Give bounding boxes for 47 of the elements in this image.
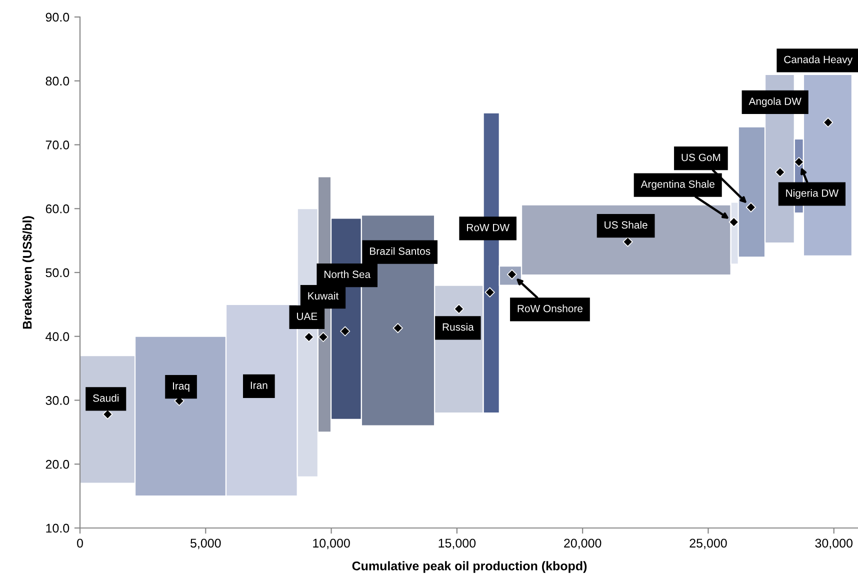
- y-tick-label: 90.0: [46, 12, 70, 22]
- point: [392, 323, 403, 334]
- y-axis-title: Breakeven (US$/bl): [22, 216, 34, 329]
- y-tick-label: 50.0: [46, 268, 70, 278]
- y-tick-label: 30.0: [46, 396, 70, 405]
- point: [454, 304, 464, 314]
- point: [102, 409, 113, 420]
- x-tick-label: 25,000: [690, 538, 727, 550]
- point: [728, 217, 739, 228]
- annotation: Canada Heavy: [784, 56, 853, 66]
- point: [622, 236, 633, 247]
- annotation: Nigeria DW: [786, 189, 839, 199]
- annotation: Saudi: [93, 394, 119, 402]
- x-tick-label: 30,000: [815, 538, 852, 550]
- y-tick-label: 10.0: [46, 524, 70, 533]
- point: [775, 167, 786, 178]
- annotation: US GoM: [682, 154, 720, 162]
- x-axis-title: Cumulative peak oil production (kbopd): [352, 561, 587, 573]
- y-tick-label: 60.0: [46, 204, 70, 214]
- x-tick-label: 15,000: [438, 538, 476, 550]
- annotation: US Shale: [604, 220, 648, 229]
- annotation: Iraq: [173, 382, 190, 392]
- point: [746, 202, 756, 212]
- point: [484, 287, 495, 298]
- y-tick-label: 40.0: [46, 332, 70, 342]
- x-tick-label: 0: [77, 538, 83, 548]
- annotation: RoW DW: [467, 224, 510, 232]
- y-tick-label: 70.0: [46, 140, 70, 150]
- annotation: Russia: [442, 323, 474, 331]
- annotation: RoW Onshore: [518, 304, 583, 312]
- x-tick-label: 20,000: [564, 538, 602, 550]
- point: [823, 117, 834, 128]
- annotation: UAE: [297, 312, 318, 320]
- annotation: Kuwait: [308, 292, 339, 300]
- annotation: Argentina Shale: [640, 180, 714, 190]
- annotation: Iran: [250, 382, 268, 389]
- point: [304, 332, 314, 342]
- y-tick-label: 20.0: [46, 460, 70, 469]
- x-tick-label: 10,000: [313, 538, 350, 550]
- annotation: Brazil Santos: [370, 247, 430, 255]
- x-tick-label: 5,000: [190, 538, 221, 550]
- point: [318, 332, 328, 342]
- point: [794, 156, 804, 168]
- point: [340, 326, 350, 336]
- y-tick-label: 80.0: [46, 76, 70, 86]
- annotation: North Sea: [324, 270, 371, 278]
- annotation: Angola DW: [748, 97, 802, 108]
